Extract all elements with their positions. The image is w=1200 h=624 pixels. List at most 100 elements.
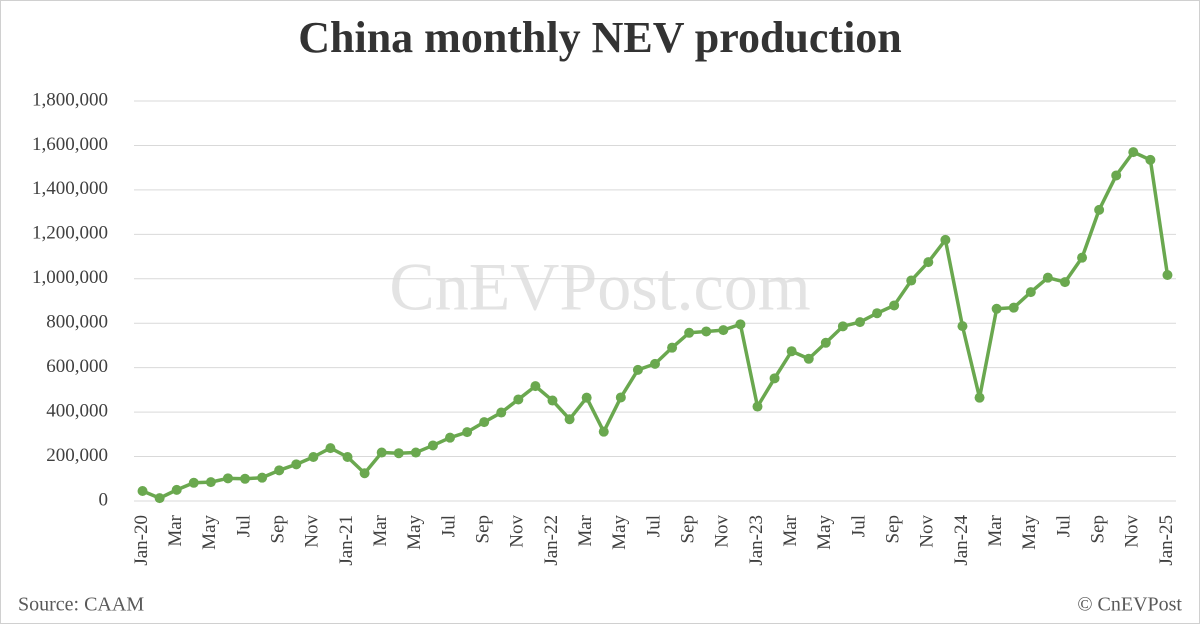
x-tick-label: Jul: [438, 515, 459, 537]
x-tick-label: Sep: [473, 515, 494, 544]
point: [137, 486, 148, 496]
x-tick-label: Sep: [678, 515, 699, 544]
x-tick-label: Jul: [1053, 515, 1074, 537]
x-tick-label: May: [609, 515, 630, 550]
x-tick-label: Jan-20: [131, 515, 152, 566]
point: [1111, 170, 1122, 181]
point: [872, 308, 883, 319]
x-tick-label: Nov: [1122, 515, 1143, 548]
point: [308, 452, 319, 462]
watermark: CnEVPost.com: [389, 249, 810, 325]
x-tick-label: May: [404, 515, 425, 550]
x-tick-label: Jul: [643, 515, 664, 537]
point: [410, 447, 421, 458]
point: [769, 373, 780, 384]
point: [837, 321, 848, 332]
point: [530, 381, 541, 392]
y-tick-label: 1,800,000: [32, 89, 108, 110]
point: [786, 346, 797, 357]
credit: © CnEVPost: [1077, 594, 1182, 616]
point: [598, 426, 609, 437]
x-tick-label: Sep: [268, 515, 289, 544]
point: [257, 472, 268, 483]
x-tick-label: Mar: [985, 514, 1006, 546]
point: [752, 401, 763, 412]
x-tick-label: May: [814, 515, 835, 550]
point: [393, 448, 404, 459]
source: Source: CAAM: [18, 594, 144, 616]
x-tick-label: May: [199, 515, 220, 550]
point: [171, 484, 182, 495]
y-tick-label: 800,000: [46, 312, 108, 333]
x-tick-label: Mar: [780, 514, 801, 546]
x-tick-label: Sep: [883, 515, 904, 544]
point: [222, 473, 233, 484]
point: [803, 353, 814, 364]
point: [906, 275, 917, 286]
point: [427, 440, 438, 451]
chart-title: China monthly NEV production: [298, 13, 902, 62]
point: [513, 394, 524, 405]
point: [667, 342, 678, 353]
point: [581, 392, 592, 403]
point: [274, 465, 285, 476]
point: [940, 234, 951, 245]
x-tick-label: Mar: [165, 514, 186, 546]
x-tick-label: Jul: [233, 515, 254, 537]
point: [615, 392, 626, 403]
point: [735, 319, 746, 330]
point: [291, 459, 302, 470]
point: [684, 327, 695, 338]
y-tick-label: 1,600,000: [32, 134, 108, 155]
point: [718, 325, 729, 336]
point: [1042, 272, 1053, 283]
point: [854, 317, 865, 328]
point: [1145, 154, 1156, 165]
y-tick-label: 1,200,000: [32, 223, 108, 244]
x-tick-label: Jan-22: [541, 515, 562, 566]
point: [205, 477, 216, 488]
point: [547, 395, 558, 406]
point: [1008, 302, 1019, 313]
y-tick-label: 200,000: [46, 445, 108, 466]
point: [1025, 287, 1036, 298]
point: [342, 452, 353, 462]
x-tick-label: May: [1019, 515, 1040, 550]
point: [188, 477, 199, 488]
point: [889, 300, 900, 311]
point: [1077, 252, 1088, 263]
point: [820, 337, 831, 348]
point: [650, 358, 660, 369]
point: [632, 364, 643, 375]
point: [462, 427, 473, 438]
y-tick-label: 1,400,000: [32, 178, 108, 199]
point: [445, 432, 456, 443]
y-tick-label: 1,000,000: [32, 267, 108, 288]
x-tick-label: Jul: [848, 515, 869, 537]
point: [1059, 277, 1070, 288]
point: [376, 447, 387, 458]
x-tick-label: Nov: [917, 515, 938, 548]
point: [1162, 270, 1173, 280]
point: [991, 303, 1002, 314]
x-tick-label: Nov: [712, 515, 733, 548]
x-tick-label: Jan-25: [1156, 515, 1177, 566]
point: [240, 473, 251, 484]
point: [957, 321, 968, 332]
x-tick-label: Nov: [302, 515, 323, 548]
point: [325, 443, 336, 454]
x-tick-label: Jan-24: [951, 515, 972, 566]
x-tick-label: Mar: [575, 514, 596, 546]
point: [564, 414, 575, 425]
point: [923, 257, 934, 268]
y-tick-label: 400,000: [46, 400, 108, 421]
x-tick-label: Nov: [507, 515, 528, 548]
x-tick-label: Sep: [1087, 515, 1108, 544]
point: [496, 407, 507, 418]
point: [154, 493, 165, 504]
point: [1094, 204, 1105, 215]
x-tick-label: Jan-23: [746, 515, 767, 566]
x-tick-label: Mar: [370, 514, 391, 546]
point: [701, 326, 712, 337]
